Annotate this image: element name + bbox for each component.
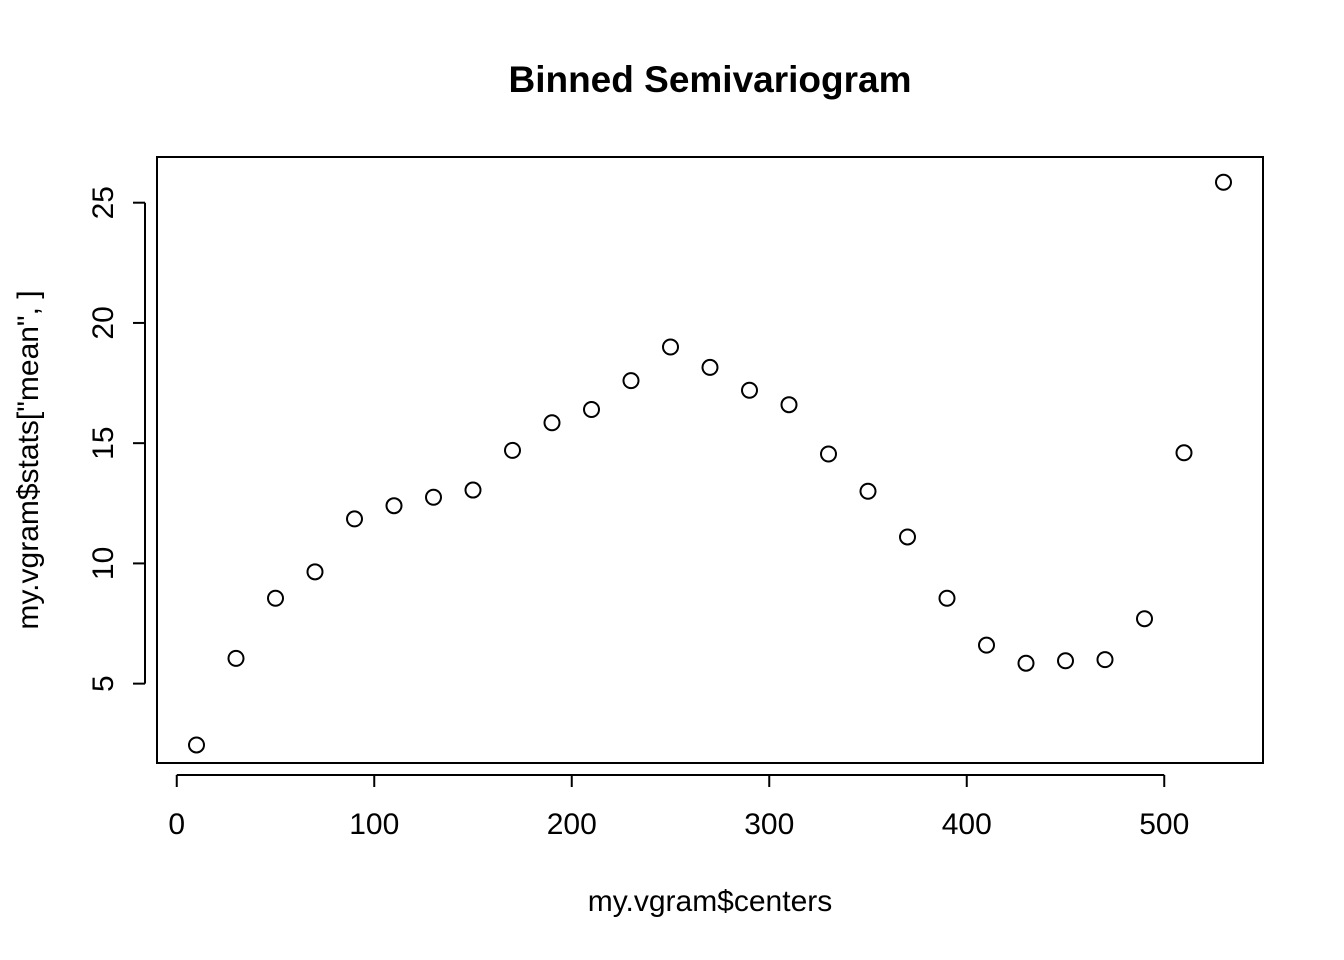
y-axis-label: my.vgram$stats["mean", ] xyxy=(12,290,45,629)
data-point xyxy=(267,589,284,607)
data-point xyxy=(741,381,758,399)
data-point xyxy=(306,563,324,581)
data-point xyxy=(1017,654,1035,672)
data-point xyxy=(464,481,482,499)
y-tick-label: 15 xyxy=(87,426,120,459)
data-point xyxy=(227,649,245,667)
data-point xyxy=(188,736,205,754)
data-point xyxy=(583,401,600,418)
data-point xyxy=(859,482,877,500)
y-tick-label: 5 xyxy=(87,675,120,692)
plot-frame xyxy=(156,156,1264,764)
data-point xyxy=(1057,652,1074,670)
data-point xyxy=(1136,610,1153,628)
y-tick-label: 20 xyxy=(87,306,120,339)
data-point xyxy=(543,414,561,432)
data-points xyxy=(188,173,1232,754)
y-tick-label: 25 xyxy=(87,186,120,219)
y-tick-label: 10 xyxy=(87,547,120,580)
y-axis: 5 10 15 20 25 xyxy=(87,186,146,692)
data-point xyxy=(1096,651,1114,669)
data-point xyxy=(899,528,916,546)
x-tick-label: 0 xyxy=(168,808,185,841)
data-point xyxy=(780,396,798,414)
x-tick-label: 100 xyxy=(349,808,399,841)
data-point xyxy=(504,441,521,459)
x-tick-label: 200 xyxy=(547,808,597,841)
data-point xyxy=(978,636,995,654)
data-point xyxy=(938,589,956,607)
data-point xyxy=(622,372,640,390)
x-tick-label: 300 xyxy=(744,808,794,841)
data-point xyxy=(820,445,837,463)
data-point xyxy=(425,488,442,506)
data-point xyxy=(1215,173,1232,191)
chart-title: Binned Semivariogram xyxy=(508,59,911,100)
data-point xyxy=(346,510,363,528)
x-axis-label: my.vgram$centers xyxy=(588,885,833,918)
x-tick-label: 400 xyxy=(942,808,992,841)
x-tick-label: 500 xyxy=(1139,808,1189,841)
x-axis: 0 100 200 300 400 500 xyxy=(168,774,1189,841)
data-point xyxy=(1175,444,1193,462)
data-point xyxy=(662,338,679,356)
data-point xyxy=(385,497,403,515)
data-point xyxy=(701,358,719,376)
